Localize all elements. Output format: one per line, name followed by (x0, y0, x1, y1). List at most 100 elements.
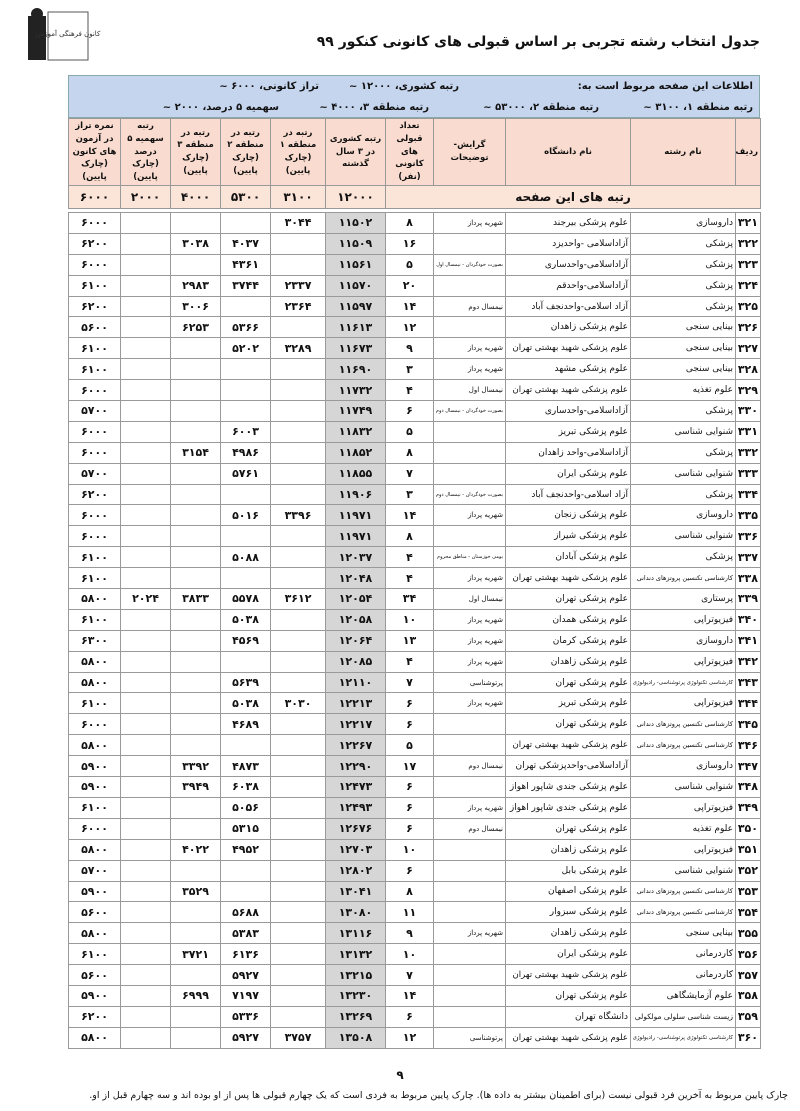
table-cell: کارشناسی تکنسین پروتزهای دندانی (630, 713, 736, 736)
table-cell: ۶۱۰۰ (68, 337, 121, 360)
info-item: رتبه منطقه ۱، ۳۱۰۰ ~ (643, 102, 753, 113)
table-cell: علوم پزشکی شیراز (505, 525, 631, 548)
table-cell: ۳۶۱۲ (270, 588, 326, 610)
table-cell: ۶۰۳۸ (220, 776, 271, 798)
table-cell (220, 358, 271, 381)
table-cell (270, 483, 326, 506)
table-row: ۳۳۳ شنوایی شناسی علوم پزشکی ایران ۷ ۱۱۸۵۵ ۵۷۶… (68, 462, 761, 485)
table-cell: ۵۹۰۰ (68, 880, 121, 903)
table-cell: علوم پزشکی بابل (505, 859, 631, 882)
table-row: ۳۶۰ کارشناسی تکنولوژی پرتوشناسی- رادیولوژ… (68, 1026, 761, 1049)
table-cell (170, 608, 221, 631)
table-cell: ۱۲۴۹۳ (325, 796, 386, 819)
table-cell: ۱۲ (385, 316, 434, 339)
table-cell: ۱۳۲۱۵ (325, 964, 386, 986)
table-cell (120, 838, 171, 861)
table-cell: علوم پزشکی آبادان (505, 546, 631, 569)
table-cell: ۳۱۵۴ (170, 441, 221, 464)
table-cell (270, 984, 326, 1007)
table-cell: کاردرمانی (630, 964, 736, 986)
table-cell: علوم تغذیه (630, 817, 736, 840)
table-cell: ۶ (385, 400, 434, 422)
table-cell (220, 859, 271, 882)
table-cell: ۳۳۰ (735, 400, 761, 422)
table-cell: ۳۴۲ (735, 650, 761, 673)
table-cell: دانشگاه تهران (505, 1005, 631, 1028)
table-cell: ۳۷۲۱ (170, 943, 221, 966)
table-cell: ۳۵۴ (735, 901, 761, 924)
table-cell: ۸ (385, 525, 434, 548)
table-cell: ۶ (385, 859, 434, 882)
table-cell: ۳ (385, 358, 434, 381)
table-row: ۳۵۸ علوم آزمایشگاهی علوم پزشکی تهران ۱۴ ۱۳۲۳… (68, 984, 761, 1007)
table-cell: ۶۱۰۰ (68, 608, 121, 631)
table-cell (433, 901, 506, 924)
table-cell (220, 567, 271, 590)
table-cell: ۷ (385, 462, 434, 485)
table-cell: کارشناسی تکنسین پروتزهای دندانی (630, 567, 736, 590)
table-cell (220, 212, 271, 234)
table-cell: شهریه پرداز (433, 504, 506, 527)
table-cell: ۱۴ (385, 295, 434, 318)
table-cell: کارشناسی تکنسین پروتزهای دندانی (630, 901, 736, 924)
table-cell: ۹ (385, 337, 434, 360)
table-row: ۳۳۵ داروسازی علوم پزشکی زنجان شهریه پرداز ۱۴… (68, 504, 761, 527)
table-cell: ۶ (385, 713, 434, 736)
table-cell: ۳۲۸ (735, 358, 761, 381)
table-cell: ۷۱۹۷ (220, 984, 271, 1007)
table-cell: ۱۲۴۷۳ (325, 776, 386, 798)
table-cell: شهریه پرداز (433, 212, 506, 234)
table-cell: نیمسال اول (433, 588, 506, 610)
table-cell: ۳۵۲ (735, 859, 761, 882)
table-cell: کاردرمانی (630, 943, 736, 966)
table-cell: شهریه پرداز (433, 692, 506, 715)
table-cell (120, 796, 171, 819)
table-row: ۳۴۹ فیزیوتراپی علوم پزشکی جندی شاپور اهواز… (68, 796, 761, 819)
table-cell (170, 713, 221, 736)
table-cell: ۶۱۰۰ (68, 358, 121, 381)
table-cell: علوم پزشکی زاهدان (505, 316, 631, 339)
table-cell (270, 776, 326, 798)
table-cell: ۶۰۰۰ (68, 817, 121, 840)
table-cell: ۴ (385, 546, 434, 569)
column-header: گرایش-توضیحات (433, 118, 506, 186)
table-row: ۳۲۴ پزشکی آزاداسلامی-واحدقم ۲۰ ۱۱۵۷۰ ۲۳۳۷ ۳۷۴۴… (68, 274, 761, 297)
table-cell: پزشکی (630, 253, 736, 276)
table-row: ۳۴۷ داروسازی آزاداسلامی-واحدپزشکی تهران نیم… (68, 755, 761, 778)
table-cell: ۱۰ (385, 608, 434, 631)
table-cell (270, 880, 326, 903)
table-cell: ۴۰۳۷ (220, 232, 271, 255)
table-cell: آزاداسلامی -واحدیزد (505, 232, 631, 255)
summary-value: ۲۰۰۰ (120, 185, 171, 209)
table-cell (120, 984, 171, 1007)
header-row: ردیف نام رشته نام دانشگاه گرایش-توضیحات تعدا… (68, 118, 761, 186)
table-row: ۳۴۴ فیزیوتراپی علوم پزشکی تبریز شهریه پرداز… (68, 692, 761, 715)
table-cell: ۵۸۰۰ (68, 922, 121, 945)
table-cell: ۶ (385, 692, 434, 715)
table-cell: ۳۵۸ (735, 984, 761, 1007)
column-header: رتبه کشوری در ۳ سال گذشته (325, 118, 386, 186)
table-cell (120, 650, 171, 673)
table-cell: ۶۱۰۰ (68, 692, 121, 715)
table-cell: ۱۲۲۱۳ (325, 692, 386, 715)
table-cell: فیزیوتراپی (630, 692, 736, 715)
table-cell: ۳۴۹ (735, 796, 761, 819)
table-cell: ۳۶۰ (735, 1026, 761, 1049)
summary-value: ۱۲۰۰۰ (325, 185, 386, 209)
table-cell: ۲۹۸۳ (170, 274, 221, 297)
table-cell: ۴ (385, 567, 434, 590)
table-cell (120, 462, 171, 485)
table-cell (120, 400, 171, 422)
table-cell: ۱۱۶۹۰ (325, 358, 386, 381)
table-cell: ۵۸۰۰ (68, 588, 121, 610)
table-cell (120, 337, 171, 360)
page-number: ۹ (396, 1068, 404, 1082)
table-cell (433, 525, 506, 548)
table-cell (120, 964, 171, 986)
table-cell: ۱۲۰۸۵ (325, 650, 386, 673)
table-row: ۳۲۶ بینایی سنجی علوم پزشکی زاهدان ۱۲ ۱۱۶۱۳ ۵۳… (68, 316, 761, 339)
table-cell: ۳۰۳۸ (170, 232, 221, 255)
table-cell: ۴۰۲۲ (170, 838, 221, 861)
table-cell: ۵۰۳۸ (220, 608, 271, 631)
